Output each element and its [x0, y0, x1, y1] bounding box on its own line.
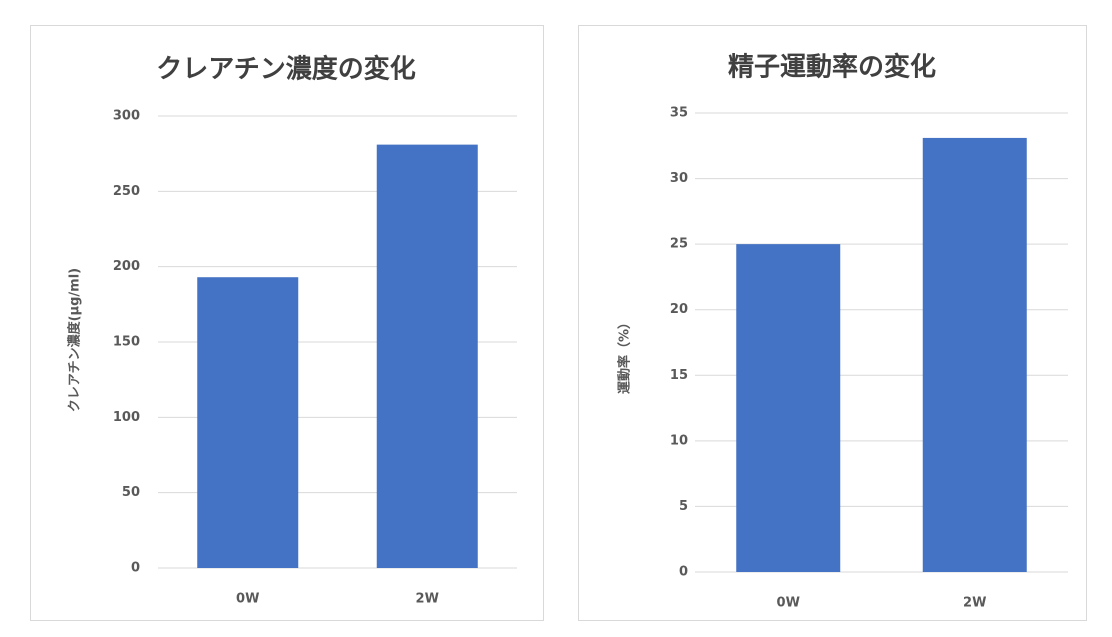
x-tick-label: 0W [777, 596, 800, 611]
y-tick-label: 35 [670, 106, 688, 121]
y-tick-label: 20 [670, 302, 688, 317]
y-tick-label: 100 [113, 410, 140, 425]
y-tick-label: 0 [131, 561, 140, 576]
y-tick-label: 5 [679, 499, 688, 514]
y-tick-label: 15 [670, 368, 688, 383]
x-tick-label: 2W [416, 592, 439, 607]
y-tick-label: 150 [113, 335, 140, 350]
chart-title: 精子運動率の変化 [728, 52, 936, 83]
x-tick-label: 2W [963, 596, 986, 611]
y-tick-label: 50 [122, 485, 140, 500]
y-tick-label: 0 [679, 565, 688, 580]
y-tick-label: 25 [670, 237, 688, 252]
bar [922, 137, 1027, 572]
y-tick-label: 30 [670, 171, 688, 186]
y-axis-label: クレアチン濃度(μg/ml) [67, 268, 83, 412]
bar [197, 277, 299, 568]
y-axis-label: 運動率（%） [617, 316, 633, 394]
chart-title: クレアチン濃度の変化 [156, 54, 415, 85]
y-tick-label: 250 [113, 184, 140, 199]
y-tick-label: 10 [670, 433, 688, 448]
y-tick-label: 300 [113, 109, 140, 124]
x-tick-label: 0W [236, 592, 259, 607]
y-tick-label: 200 [113, 259, 140, 274]
bar [376, 144, 478, 569]
bar [736, 244, 841, 572]
